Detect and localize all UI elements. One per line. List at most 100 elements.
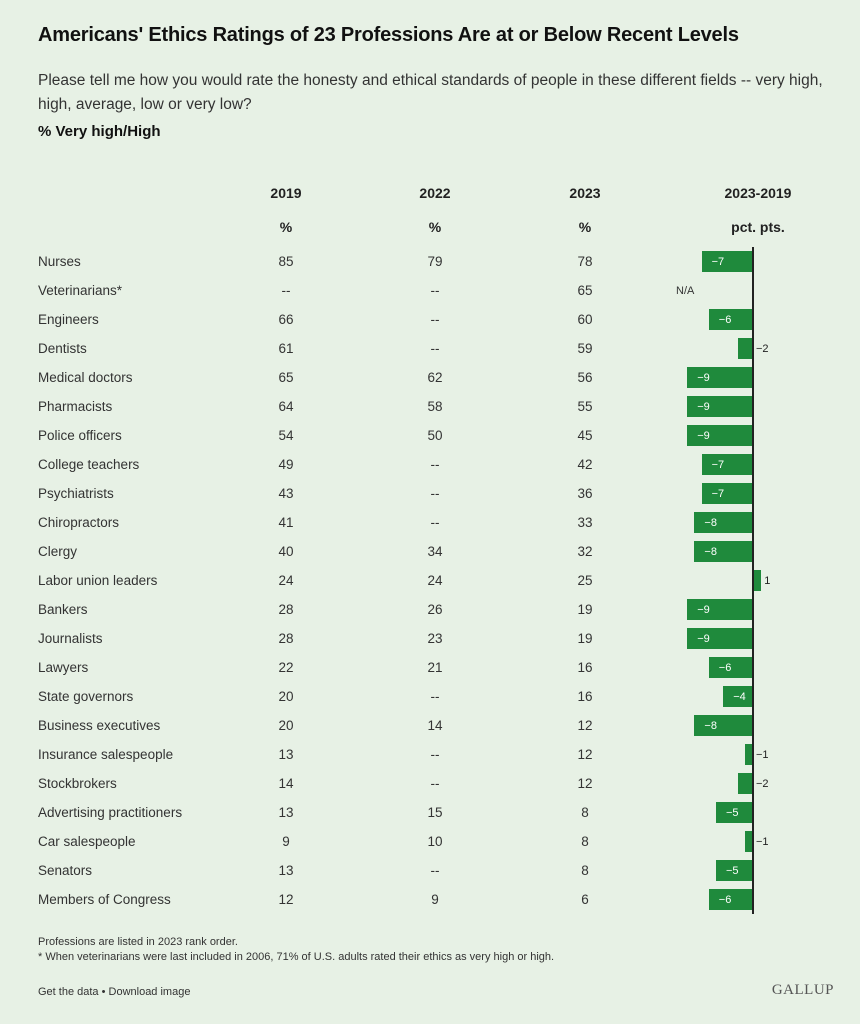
value-2022: 14	[427, 718, 443, 733]
table-row: Insurance salespeople 13 -- 12 −1	[0, 740, 860, 769]
value-2022: 23	[427, 631, 443, 646]
diff-bar	[687, 425, 752, 446]
value-2019: 65	[278, 370, 294, 385]
profession-name: Bankers	[38, 602, 88, 617]
table-row: Medical doctors 65 62 56 −9	[0, 363, 860, 392]
value-2022: 24	[427, 573, 443, 588]
diff-label: −9	[697, 372, 710, 384]
col-unit-2023: %	[578, 219, 592, 235]
table-row: Engineers 66 -- 60 −6	[0, 305, 860, 334]
diff-na-label: N/A	[676, 285, 695, 297]
profession-name: Clergy	[38, 544, 78, 559]
value-2019: 20	[278, 718, 294, 733]
diff-bar	[716, 860, 752, 881]
table-row: Advertising practitioners 13 15 8 −5	[0, 798, 860, 827]
table-row: Psychiatrists 43 -- 36 −7	[0, 479, 860, 508]
value-2023: 60	[577, 312, 593, 327]
table-row: Veterinarians* -- -- 65 N/A	[0, 276, 860, 305]
value-2022: 34	[427, 544, 443, 559]
table-row: Bankers 28 26 19 −9	[0, 595, 860, 624]
value-2019: 54	[278, 428, 294, 443]
table-row: Police officers 54 50 45 −9	[0, 421, 860, 450]
diff-label: −9	[697, 633, 710, 645]
value-2022: 15	[427, 805, 443, 820]
value-2022: 21	[427, 660, 443, 675]
table-row: Labor union leaders 24 24 25 1	[0, 566, 860, 595]
table-row: Journalists 28 23 19 −9	[0, 624, 860, 653]
value-2023: 19	[577, 631, 593, 646]
profession-name: Engineers	[38, 312, 99, 327]
table-row: Car salespeople 9 10 8 −1	[0, 827, 860, 856]
value-2019: 43	[278, 486, 294, 501]
diff-label: −7	[711, 459, 725, 471]
value-2022: --	[430, 312, 440, 327]
table-body: Nurses 85 79 78 −7 Veterinarians* -- -- 65 N/A Eng…	[0, 247, 860, 914]
value-2019: 41	[278, 515, 294, 530]
table-row: College teachers 49 -- 42 −7	[0, 450, 860, 479]
diff-bar	[694, 541, 752, 562]
profession-name: Psychiatrists	[38, 486, 114, 501]
table-row: Nurses 85 79 78 −7	[0, 247, 860, 276]
footer-links[interactable]: Get the data • Download image	[38, 986, 191, 998]
value-2023: 16	[577, 689, 593, 704]
profession-name: Medical doctors	[38, 370, 133, 385]
col-header-2022: 2022	[419, 185, 451, 201]
value-2019: 13	[278, 747, 294, 762]
value-2023: 55	[577, 399, 593, 414]
table-row: Clergy 40 34 32 −8	[0, 537, 860, 566]
profession-name: Labor union leaders	[38, 573, 158, 588]
profession-name: Pharmacists	[38, 399, 113, 414]
value-2019: 22	[278, 660, 294, 675]
value-2019: 40	[278, 544, 294, 559]
diff-bar	[701, 251, 752, 272]
value-2019: 9	[282, 834, 290, 849]
value-2023: 65	[577, 283, 593, 298]
footnote-veterinarians: * When veterinarians were last included …	[38, 951, 555, 963]
value-2022: --	[430, 747, 440, 762]
value-2023: 45	[577, 428, 593, 443]
value-2022: 50	[427, 428, 443, 443]
diff-bar	[708, 889, 752, 910]
diff-bar	[701, 483, 752, 504]
diff-label: −1	[756, 749, 769, 761]
diff-label: −5	[726, 807, 739, 819]
profession-name: Veterinarians*	[38, 283, 123, 298]
value-2019: 28	[278, 602, 294, 617]
diff-label: 1	[764, 575, 771, 587]
diff-label: −8	[704, 546, 717, 558]
diff-label: −9	[697, 604, 710, 616]
profession-name: Car salespeople	[38, 834, 136, 849]
diff-bar	[701, 454, 752, 475]
value-2022: --	[430, 283, 440, 298]
value-2019: 13	[278, 805, 294, 820]
value-2023: 56	[577, 370, 593, 385]
diff-bar	[687, 396, 752, 417]
profession-name: Chiropractors	[38, 515, 120, 530]
profession-name: Business executives	[38, 718, 161, 733]
diff-bar	[687, 599, 752, 620]
value-2022: 10	[427, 834, 443, 849]
profession-name: College teachers	[38, 457, 140, 472]
value-2019: 64	[278, 399, 294, 414]
col-header-2019: 2019	[270, 185, 302, 201]
value-2023: 12	[577, 718, 593, 733]
diff-label: −7	[711, 256, 725, 268]
diff-bar	[744, 744, 752, 765]
value-2023: 6	[581, 892, 589, 907]
value-2023: 8	[581, 834, 589, 849]
profession-name: Dentists	[38, 341, 87, 356]
diff-label: −5	[726, 865, 739, 877]
chart-title: Americans' Ethics Ratings of 23 Professi…	[38, 24, 739, 46]
value-2022: 26	[427, 602, 443, 617]
diff-label: −9	[697, 430, 710, 442]
diff-label: −6	[718, 894, 732, 906]
diff-bar	[687, 628, 752, 649]
profession-name: Police officers	[38, 428, 122, 443]
diff-label: −2	[756, 778, 769, 790]
value-2023: 36	[577, 486, 593, 501]
value-2023: 8	[581, 805, 589, 820]
table-row: Members of Congress 12 9 6 −6	[0, 885, 860, 914]
value-2022: --	[430, 486, 440, 501]
value-2023: 42	[577, 457, 593, 472]
value-2019: 49	[278, 457, 294, 472]
